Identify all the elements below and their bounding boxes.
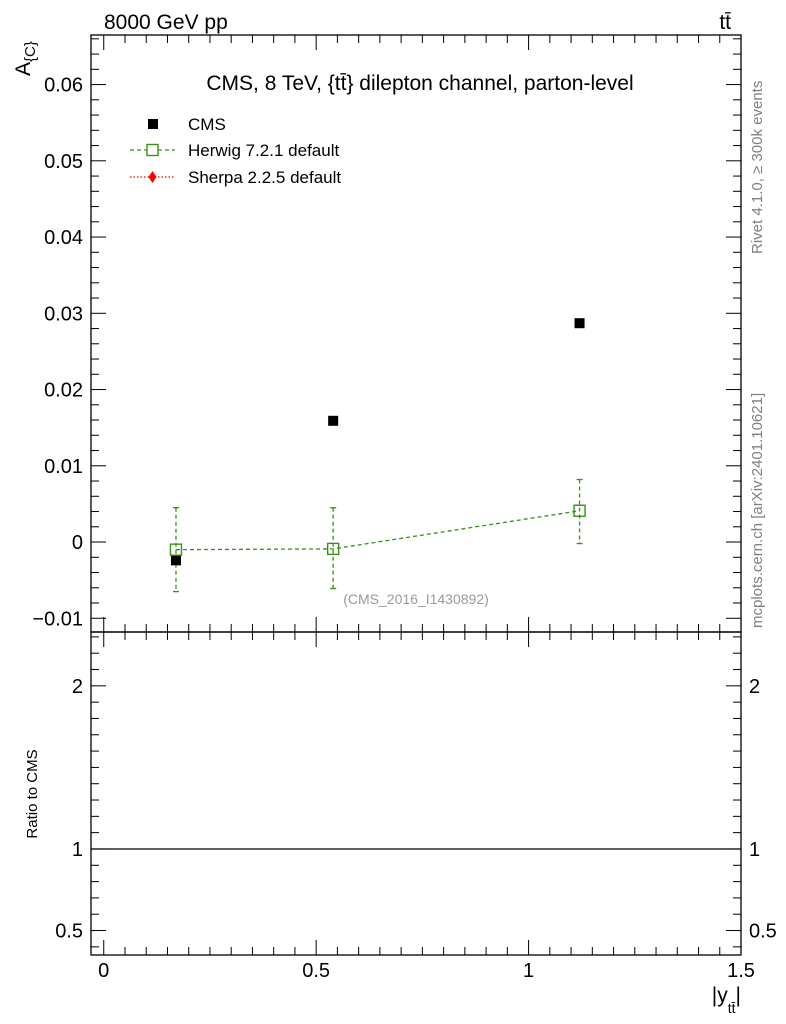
x-axis-label-main: |y — [712, 984, 728, 1007]
main-y-axis-label-sub: {C} — [22, 41, 39, 62]
main-y-axis-label: A{C} — [12, 41, 39, 76]
herwig-point — [573, 504, 586, 517]
x-tick-label: 1 — [523, 960, 534, 982]
mcplots-label: mcplots.cern.ch [arXiv:2401.10621] — [749, 393, 766, 628]
cms-point — [328, 415, 339, 426]
legend-sherpa-marker — [148, 171, 157, 183]
legend-entry-label: Herwig 7.2.1 default — [188, 141, 339, 160]
legend-entry-label: CMS — [188, 115, 226, 134]
main-y-tick-label: 0.02 — [44, 380, 83, 402]
cms-point — [574, 318, 585, 329]
legend-cms-marker — [148, 119, 158, 129]
ratio-y-tick-label-right: 1 — [749, 839, 760, 861]
herwig-line — [175, 510, 580, 551]
main-y-tick-label: 0 — [72, 532, 83, 554]
ratio-y-axis-label: Ratio to CMS — [24, 749, 41, 838]
x-axis-label-sub: tt̄ — [728, 1000, 736, 1016]
x-tick-label: 0 — [98, 960, 109, 982]
main-axes: −0.01 0 0.01 0.02 0.03 0.04 0.05 0.06 — [32, 35, 742, 632]
main-panel: CMS, 8 TeV, {tt̄} dilepton channel, part… — [12, 34, 742, 633]
x-axis-label: |ytt̄| — [712, 984, 741, 1016]
legend-entry-label: Sherpa 2.2.5 default — [188, 168, 341, 187]
main-y-axis-label-main: A — [12, 62, 35, 76]
ratio-panel: Ratio to CMS |ytt̄| 0.5 0.5 1 1 2 2 0 0.5 1 1.5 — [24, 631, 777, 1016]
cms-point — [170, 555, 181, 566]
legend: CMS Herwig 7.2.1 default Sherpa 2.2.5 defa… — [130, 115, 341, 187]
ratio-y-tick-label: 2 — [72, 676, 83, 698]
legend-herwig-marker — [146, 143, 159, 157]
process-label: tt̄ — [719, 11, 731, 34]
ratio-y-tick-label-right: 2 — [749, 676, 760, 698]
main-y-tick-label: 0.03 — [44, 303, 83, 325]
main-y-tick-label: 0.01 — [44, 456, 83, 478]
x-axis-label-end: | — [736, 984, 741, 1007]
ratio-plot-frame — [90, 631, 742, 956]
watermark: (CMS_2016_I1430892) — [343, 591, 489, 607]
herwig-point — [326, 542, 340, 556]
ratio-axes: 0.5 0.5 1 1 2 2 0 0.5 1 1.5 — [55, 632, 777, 982]
rivet-label: Rivet 4.1.0, ≥ 300k events — [749, 81, 766, 254]
ratio-y-tick-label-right: 0.5 — [749, 921, 777, 943]
ratio-y-tick-label: 0.5 — [55, 921, 83, 943]
herwig-point — [169, 543, 183, 556]
x-tick-label: 1.5 — [727, 960, 755, 982]
main-y-tick-label: 0.05 — [44, 151, 83, 173]
main-title: CMS, 8 TeV, {tt̄} dilepton channel, part… — [206, 72, 633, 95]
energy-label: 8000 GeV pp — [104, 11, 228, 34]
main-data-layer — [169, 318, 586, 593]
main-y-tick-label: −0.01 — [32, 608, 83, 630]
x-tick-label: 0.5 — [302, 960, 330, 982]
main-y-tick-label: 0.06 — [44, 75, 83, 97]
ratio-y-tick-label: 1 — [72, 839, 83, 861]
main-y-tick-label: 0.04 — [44, 227, 83, 249]
